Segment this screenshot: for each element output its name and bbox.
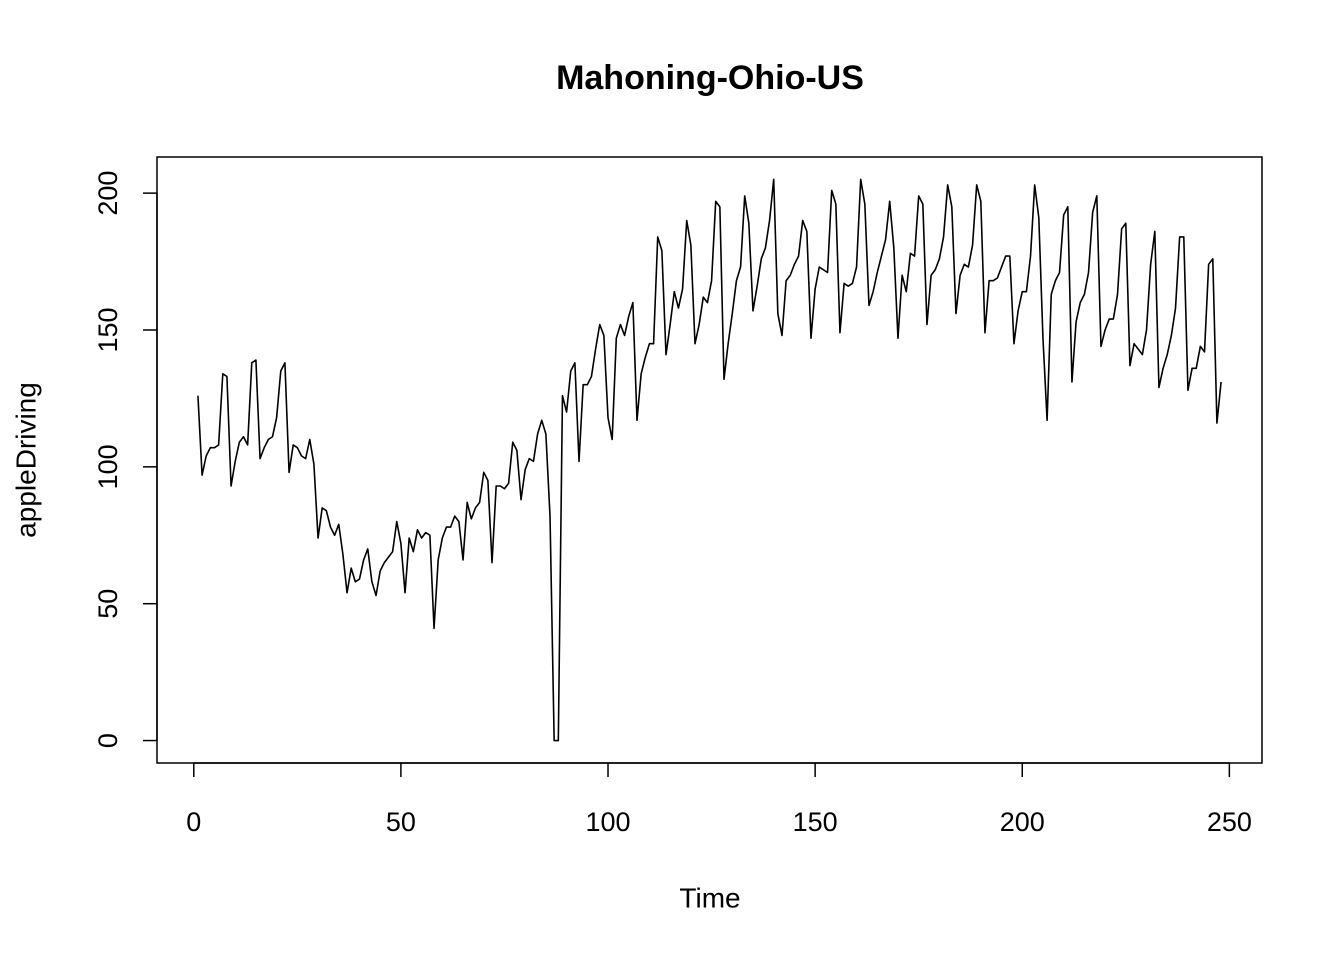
y-tick-label: 150 [93, 307, 123, 352]
x-tick-label: 250 [1207, 807, 1252, 837]
y-tick-label: 100 [93, 444, 123, 489]
data-line [197, 178, 1222, 742]
y-axis-label: appleDriving [10, 382, 41, 538]
y-tick-label: 0 [93, 733, 123, 748]
plot-box [156, 156, 1263, 764]
x-tick-label: 50 [386, 807, 416, 837]
y-tick-label: 200 [93, 171, 123, 216]
x-axis-label: Time [679, 882, 740, 913]
x-tick-label: 200 [1000, 807, 1045, 837]
y-tick-label: 50 [93, 589, 123, 619]
chart-title: Mahoning-Ohio-US [556, 59, 864, 97]
x-tick-label: 100 [585, 807, 630, 837]
x-tick-label: 150 [793, 807, 838, 837]
x-tick-label: 0 [186, 807, 201, 837]
